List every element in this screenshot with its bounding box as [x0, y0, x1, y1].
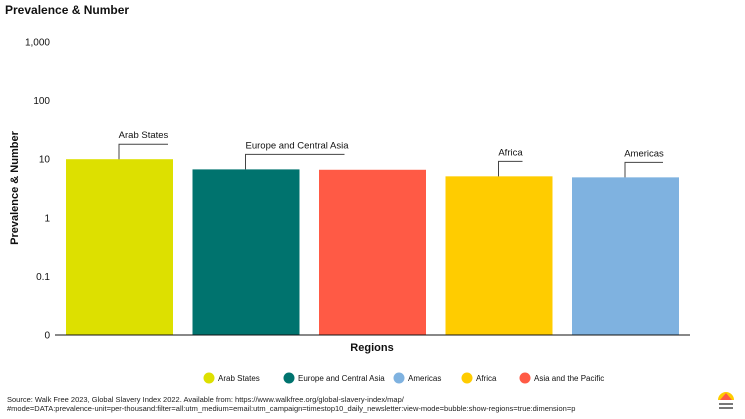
y-axis-label: Prevalence & Number [9, 130, 21, 244]
x-axis-label: Regions [350, 342, 393, 354]
legend-label: Europe and Central Asia [298, 374, 385, 383]
y-tick-label: 1 [44, 213, 50, 224]
annotation-label: Africa [498, 147, 523, 158]
annotation-label: Arab States [119, 130, 169, 141]
legend-swatch [283, 372, 295, 384]
legend-swatch [393, 372, 405, 384]
bar-americas [572, 177, 679, 335]
legend-label: Asia and the Pacific [534, 374, 604, 383]
bar-europe-and-central-asia [192, 169, 300, 335]
legend-label: Americas [408, 374, 441, 383]
page-title: Prevalence & Number [5, 3, 130, 17]
y-tick-label: 0.1 [36, 272, 50, 283]
legend-label: Africa [476, 374, 497, 383]
legend-swatch [461, 372, 473, 384]
legend-swatch [203, 372, 215, 384]
y-tick-label: 1,000 [25, 38, 50, 49]
annotation-leader [624, 161, 663, 178]
annotation-label: Americas [624, 148, 664, 159]
source-note: Source: Walk Free 2023, Global Slavery I… [7, 395, 707, 413]
annotation-label: Europe and Central Asia [246, 140, 350, 151]
bar-asia-and-the-pacific [319, 169, 426, 335]
legend-swatch [519, 372, 531, 384]
annotation-leader [118, 143, 168, 160]
walk-free-logo [718, 392, 734, 409]
annotation-leader [498, 160, 523, 177]
bar-arab-states [66, 159, 173, 335]
annotation-leader [245, 153, 345, 170]
y-tick-label: 10 [39, 155, 51, 166]
legend-label: Arab States [218, 374, 260, 383]
source-line-1: Source: Walk Free 2023, Global Slavery I… [7, 395, 404, 404]
y-tick-label: 0 [44, 331, 50, 342]
source-line-2: #mode=DATA:prevalence-unit=per-thousand:… [7, 404, 576, 413]
y-tick-label: 100 [33, 96, 50, 107]
bar-africa [445, 176, 553, 335]
